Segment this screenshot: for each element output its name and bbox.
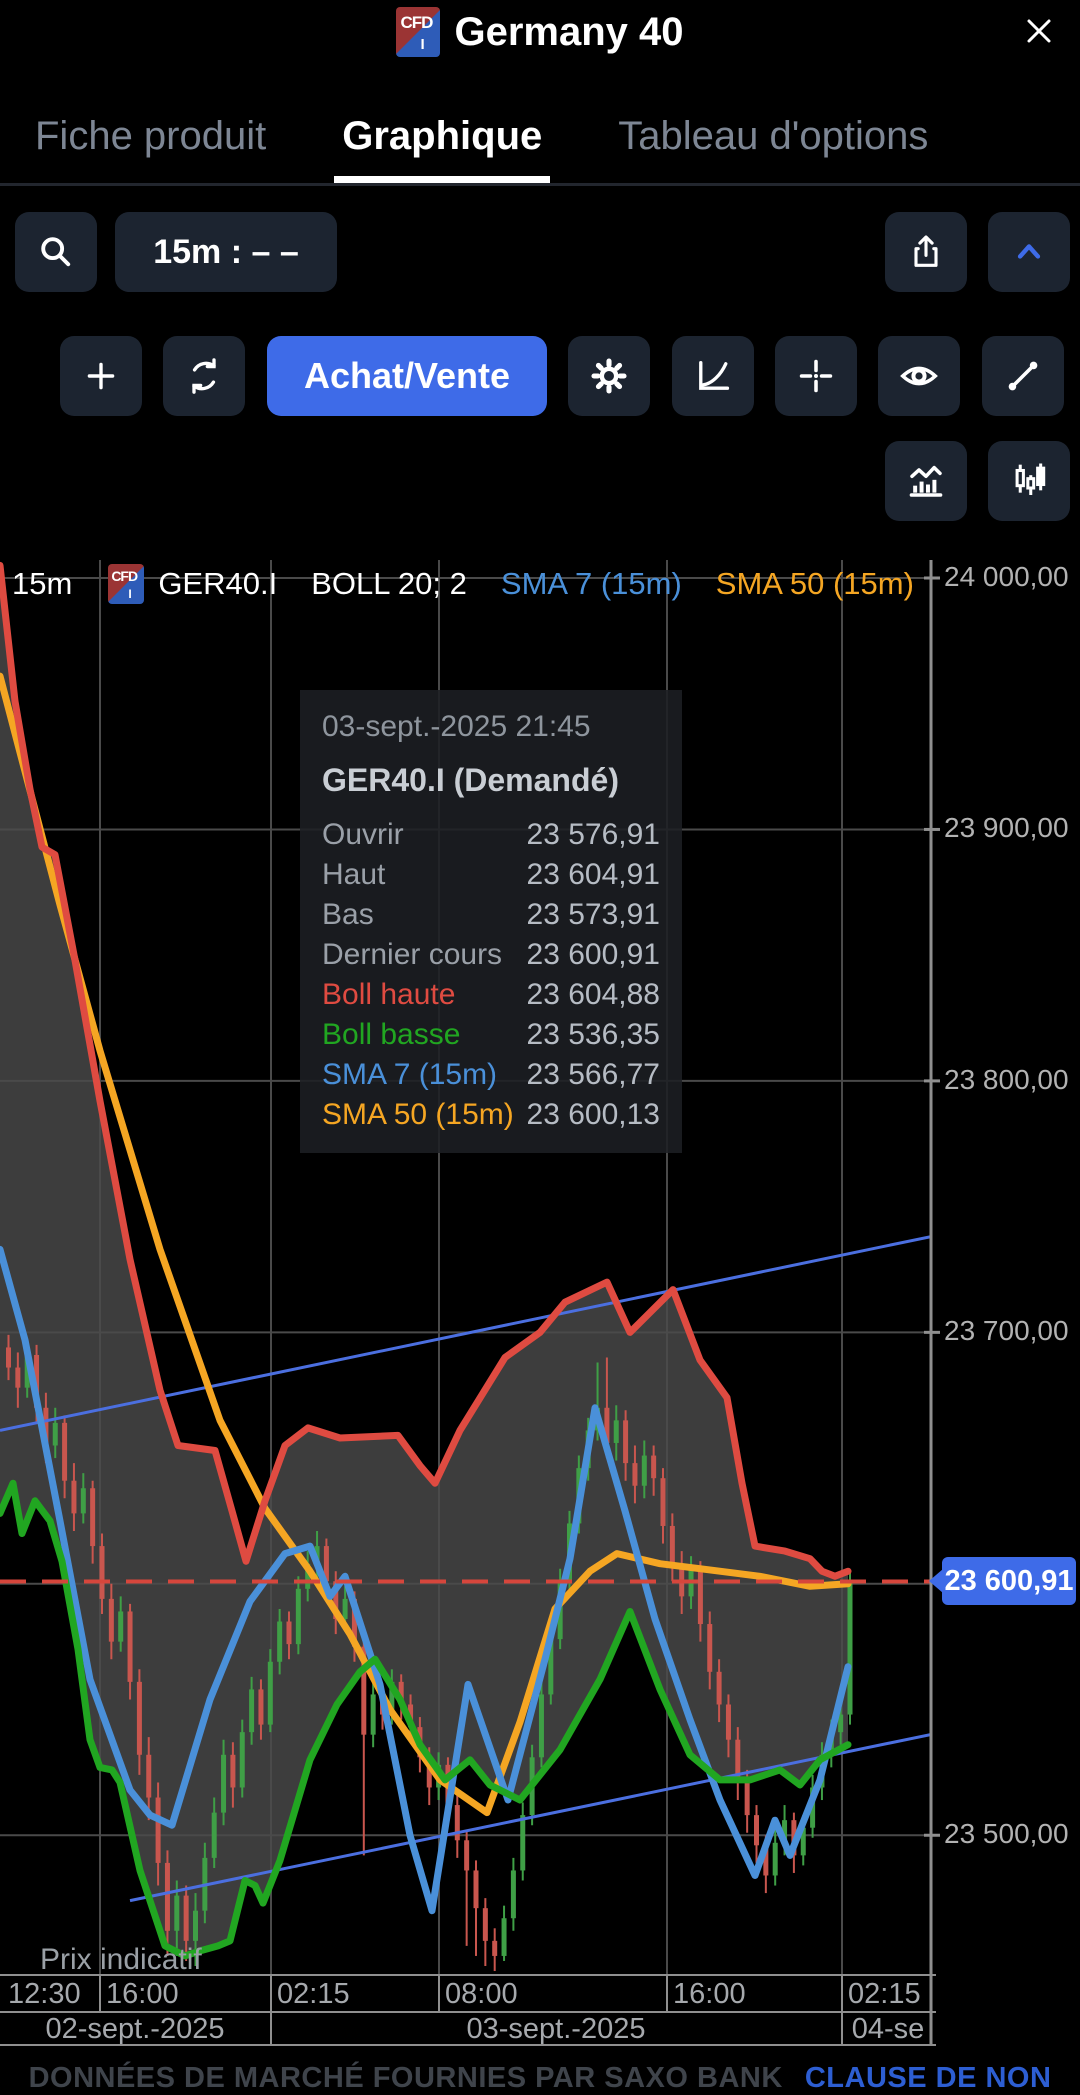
trendline-icon (1003, 356, 1043, 396)
toolbar-row-1: 15m : – – (0, 212, 1080, 292)
cfd-logo-small: CFD I (108, 564, 145, 604)
settings-button[interactable] (568, 336, 650, 416)
header: CFD I Germany 40 (0, 0, 1080, 64)
cfd-logo-text-2: I (420, 36, 425, 53)
tooltip-datetime: 03-sept.-2025 21:45 (322, 710, 591, 743)
price-tick-label: 24 000,00 (944, 561, 1069, 592)
tooltip-row: Haut 23 604,91 (322, 858, 660, 891)
buy-sell-button[interactable]: Achat/Vente (267, 336, 547, 416)
tooltip-row: SMA 7 (15m) 23 566,77 (322, 1058, 660, 1091)
candles-icon (1008, 460, 1050, 502)
chart-area[interactable]: 15m CFD I GER40.I BOLL 20; 2 SMA 7 (15m)… (0, 560, 1080, 2094)
cfd-logo: CFD I (396, 7, 441, 57)
tooltip-row: Bas 23 573,91 (322, 898, 660, 931)
ohlc-tooltip: 03-sept.-2025 21:45 GER40.I (Demandé) Ou… (300, 690, 682, 1153)
tooltip-row: Boll haute 23 604,88 (322, 978, 660, 1011)
curve-chart-icon (693, 356, 733, 396)
chart-legend: 15m CFD I GER40.I BOLL 20; 2 SMA 7 (15m)… (12, 564, 948, 604)
add-button[interactable] (60, 336, 142, 416)
price-tag-arrow (929, 1569, 943, 1593)
collapse-toolbar-button[interactable] (988, 212, 1070, 292)
legend-boll: BOLL 20; 2 (311, 566, 467, 601)
gear-icon (589, 356, 629, 396)
watch-button[interactable] (878, 336, 960, 416)
disclaimer-bar: DONNÉES DE MARCHÉ FOURNIES PAR SAXO BANK… (0, 2062, 1080, 2095)
indicative-price-note: Prix indicatif (40, 1943, 202, 1976)
tab-tableau-options[interactable]: Tableau d'options (618, 114, 929, 158)
close-button[interactable] (1020, 14, 1058, 52)
refresh-icon (184, 356, 224, 396)
price-tick-label: 23 800,00 (944, 1063, 1069, 1095)
search-button[interactable] (15, 212, 97, 292)
legend-sma7: SMA 7 (15m) (500, 566, 682, 601)
tooltip-row: Ouvrir 23 576,91 (322, 818, 660, 851)
eye-icon (898, 355, 940, 397)
date-tick-label: 04-se (851, 2013, 925, 2045)
price-tick-label: 23 900,00 (944, 812, 1069, 844)
tooltip-rows: Ouvrir 23 576,91 Haut 23 604,91 Bas 23 573,91… (322, 815, 660, 1135)
toolbar-row-3 (0, 441, 1080, 521)
area-chart-icon (905, 460, 947, 502)
tooltip-row: SMA 50 (15m) 23 600,13 (322, 1098, 660, 1131)
toolbar-row-2: Achat/Vente (0, 336, 1080, 416)
time-tick-label: 16:00 (106, 1978, 179, 2010)
search-icon (36, 232, 76, 272)
date-tick-label: 03-sept.-2025 (466, 2013, 646, 2045)
price-tick-label: 23 500,00 (944, 1818, 1069, 1850)
time-tick-label: 16:00 (673, 1978, 746, 2010)
share-button[interactable] (885, 212, 967, 292)
crosshair-button[interactable] (775, 336, 857, 416)
disclaimer-text: DONNÉES DE MARCHÉ FOURNIES PAR SAXO BANK (28, 2062, 783, 2094)
legend-sma50: SMA 50 (15m) (715, 566, 914, 601)
draw-trendline-button[interactable] (982, 336, 1064, 416)
cfd-logo-text-2: I (128, 587, 132, 601)
refresh-button[interactable] (163, 336, 245, 416)
price-tick-label: 23 700,00 (944, 1315, 1069, 1347)
chart-type-curve-button[interactable] (672, 336, 754, 416)
tab-fiche-produit[interactable]: Fiche produit (35, 114, 267, 158)
legend-symbol: GER40.I (158, 566, 278, 601)
page-title: Germany 40 (454, 9, 684, 54)
cfd-logo-text: CFD (400, 13, 433, 32)
indicator-chart-button[interactable] (885, 441, 967, 521)
current-price-tag: 23 600,91 (929, 1557, 1076, 1605)
time-tick-label: 08:00 (445, 1978, 518, 2010)
cfd-logo-text: CFD (111, 568, 138, 584)
tooltip-title: GER40.I (Demandé) (322, 762, 619, 798)
plus-icon (82, 357, 120, 395)
timeframe-button[interactable]: 15m : – – (115, 212, 337, 292)
disclaimer-link[interactable]: CLAUSE DE NON (804, 2062, 1052, 2094)
tooltip-row: Boll basse 23 536,35 (322, 1018, 660, 1051)
close-icon (1021, 13, 1057, 54)
time-tick-label: 02:15 (848, 1978, 921, 2010)
candlestick-style-button[interactable] (988, 441, 1070, 521)
tooltip-row: Dernier cours 23 600,91 (322, 938, 660, 971)
time-tick-label: 12:30 (8, 1978, 81, 2010)
crosshair-icon (796, 356, 836, 396)
legend-timeframe: 15m (12, 566, 73, 601)
date-tick-label: 02-sept.-2025 (45, 2013, 225, 2045)
chevron-up-icon (1009, 232, 1049, 272)
tab-graphique[interactable]: Graphique (334, 114, 551, 183)
time-tick-label: 02:15 (277, 1978, 350, 2010)
share-icon (906, 232, 946, 272)
tab-bar: Fiche produit Graphique Tableau d'option… (0, 64, 1080, 186)
current-price-value: 23 600,91 (944, 1564, 1074, 1597)
